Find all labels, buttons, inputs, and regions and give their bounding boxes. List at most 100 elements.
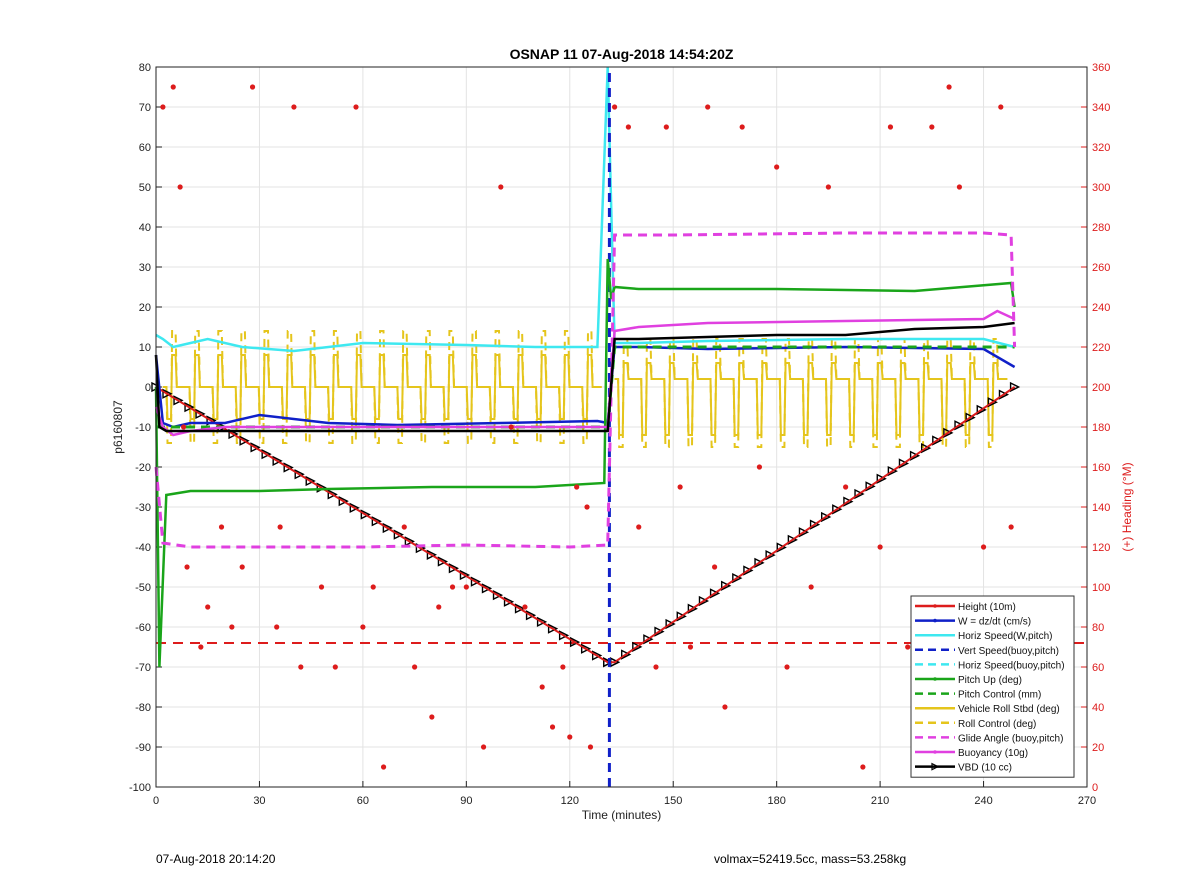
depth-marker bbox=[987, 397, 998, 408]
y-tick-label: 20 bbox=[139, 302, 151, 314]
depth-marker bbox=[283, 462, 294, 473]
heading-dot bbox=[218, 524, 225, 530]
depth-marker bbox=[569, 636, 581, 648]
heading-dot bbox=[705, 104, 711, 110]
heading-dot bbox=[612, 104, 618, 110]
footer-summary: volmax=52419.5cc, mass=53.258kg bbox=[714, 852, 907, 866]
legend-label: Roll Control (deg) bbox=[958, 719, 1036, 730]
y-tick-label: -30 bbox=[135, 502, 151, 514]
depth-marker bbox=[294, 469, 305, 480]
series-pitch-up-deg bbox=[154, 258, 1016, 668]
heading-dot bbox=[887, 124, 894, 130]
heading-dot bbox=[905, 644, 911, 650]
heading-dot bbox=[170, 84, 176, 90]
depth-marker bbox=[787, 534, 798, 546]
heading-dot bbox=[946, 84, 952, 90]
y-tick-label: -100 bbox=[129, 782, 151, 794]
depth-marker bbox=[843, 496, 854, 507]
y-right-tick-label: 200 bbox=[1092, 382, 1110, 394]
heading-dot bbox=[636, 524, 642, 530]
series-horiz-speed-w-pitch bbox=[155, 66, 1015, 353]
series-height-overlay bbox=[155, 386, 1016, 663]
y-right-tick-label: 260 bbox=[1092, 262, 1110, 274]
depth-marker bbox=[854, 488, 865, 500]
y-tick-label: -10 bbox=[135, 422, 151, 434]
x-axis-label: Time (minutes) bbox=[582, 808, 662, 822]
heading-dot bbox=[980, 544, 987, 550]
y-right-tick-label: 320 bbox=[1092, 142, 1110, 154]
legend-label: VBD (10 cc) bbox=[958, 763, 1012, 774]
y-right-tick-label: 0 bbox=[1092, 782, 1098, 794]
depth-marker bbox=[470, 576, 482, 587]
heading-dot bbox=[574, 484, 580, 490]
depth-marker bbox=[643, 634, 654, 645]
depth-marker bbox=[832, 504, 843, 515]
depth-marker bbox=[382, 522, 393, 534]
x-tick-label: 240 bbox=[974, 795, 992, 807]
x-tick-label: 90 bbox=[460, 795, 472, 807]
heading-dot bbox=[784, 664, 790, 670]
y-right-tick-label: 20 bbox=[1092, 742, 1104, 754]
depth-marker bbox=[393, 529, 404, 540]
depth-marker bbox=[481, 583, 493, 594]
heading-dot bbox=[298, 664, 304, 670]
heading-dot bbox=[318, 584, 325, 590]
depth-marker bbox=[426, 549, 437, 560]
depth-marker bbox=[821, 511, 832, 523]
heading-dot bbox=[436, 604, 442, 610]
depth-marker bbox=[876, 473, 887, 484]
depth-marker bbox=[327, 489, 338, 500]
heading-dot bbox=[480, 744, 487, 750]
depth-marker bbox=[272, 455, 283, 466]
vbd-markers bbox=[151, 381, 1021, 668]
depth-marker bbox=[687, 603, 698, 614]
heading-dot bbox=[412, 664, 418, 670]
depth-marker bbox=[632, 641, 643, 653]
heading-dot bbox=[249, 84, 256, 90]
heading-dot bbox=[722, 704, 728, 710]
depth-marker bbox=[765, 550, 776, 561]
depth-marker bbox=[709, 588, 721, 599]
x-tick-label: 30 bbox=[253, 795, 265, 807]
heading-dot bbox=[353, 104, 359, 110]
legend-label: Buoyancy (10g) bbox=[958, 748, 1028, 759]
legend-label: Horiz Speed(buoy,pitch) bbox=[958, 660, 1065, 671]
y-right-tick-label: 60 bbox=[1092, 662, 1104, 674]
series-w-dz-dt-cm-s bbox=[154, 345, 1016, 429]
depth-marker bbox=[743, 565, 754, 576]
depth-marker bbox=[965, 412, 976, 423]
heading-dot bbox=[929, 124, 935, 130]
x-tick-label: 0 bbox=[153, 795, 159, 807]
legend-label: Glide Angle (buoy,pitch) bbox=[958, 733, 1063, 744]
y-tick-label: -60 bbox=[135, 622, 151, 634]
heading-dot bbox=[625, 124, 631, 130]
depth-marker bbox=[162, 388, 173, 399]
y-tick-label: 40 bbox=[139, 222, 151, 234]
footer-timestamp: 07-Aug-2018 20:14:20 bbox=[156, 852, 276, 866]
heading-dot bbox=[380, 764, 387, 770]
heading-dot bbox=[205, 604, 211, 610]
depth-marker bbox=[921, 443, 932, 454]
legend-label: Pitch Up (deg) bbox=[958, 675, 1022, 686]
x-tick-label: 180 bbox=[767, 795, 785, 807]
legend-label: Pitch Control (mm) bbox=[958, 690, 1041, 701]
heading-dot bbox=[291, 104, 297, 110]
heading-dot bbox=[449, 584, 456, 590]
depth-marker bbox=[887, 465, 898, 477]
legend-label: Horiz Speed(W,pitch) bbox=[958, 631, 1052, 642]
depth-marker bbox=[998, 389, 1010, 400]
heading-dot bbox=[1008, 524, 1014, 530]
depth-marker bbox=[865, 481, 876, 492]
depth-marker bbox=[371, 516, 382, 527]
depth-marker bbox=[360, 509, 371, 520]
heading-dot bbox=[998, 104, 1004, 110]
heading-dot bbox=[498, 184, 504, 190]
y-right-tick-label: 80 bbox=[1092, 622, 1104, 634]
heading-dot bbox=[825, 184, 831, 190]
heading-dot bbox=[860, 764, 866, 770]
legend-label: Vert Speed(buoy,pitch) bbox=[958, 646, 1059, 657]
y-right-tick-label: 240 bbox=[1092, 302, 1110, 314]
heading-dot bbox=[463, 584, 469, 590]
legend-marker bbox=[931, 762, 940, 771]
heading-dot bbox=[198, 644, 204, 650]
